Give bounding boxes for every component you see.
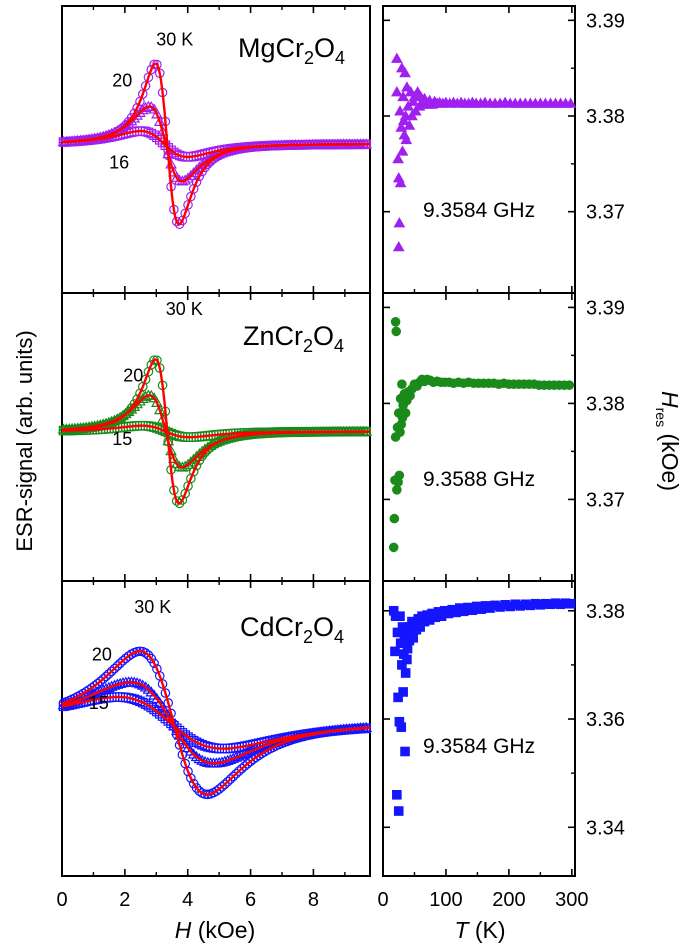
data-point xyxy=(398,147,408,155)
frequency-annotation-zn: 9.3588 GHz xyxy=(423,468,535,491)
right-x-axis-label: T (K) xyxy=(454,917,505,943)
series-label: 30 K xyxy=(166,299,203,319)
y-tick-label: 3.37 xyxy=(586,489,625,511)
data-point xyxy=(403,655,411,663)
data-point xyxy=(392,54,402,62)
data-point xyxy=(401,747,409,755)
data-point xyxy=(390,514,398,522)
data-point xyxy=(398,380,406,388)
y-tick-label: 3.38 xyxy=(586,106,625,128)
series-label: 15 xyxy=(112,429,132,449)
x-tick-label: 0 xyxy=(56,889,67,911)
data-point xyxy=(390,543,398,551)
series-label: 30 K xyxy=(156,30,193,50)
data-point xyxy=(396,428,404,436)
x-tick-label: 4 xyxy=(182,889,193,911)
series-label: 30 K xyxy=(134,597,171,617)
data-point xyxy=(392,87,402,95)
compound-label-zn: ZnCr2O4 xyxy=(243,321,344,356)
x-tick-label: 300 xyxy=(555,889,588,911)
data-point xyxy=(399,688,407,696)
frequency-annotation-cd: 9.3584 GHz xyxy=(423,735,535,758)
y-tick-label: 3.39 xyxy=(586,10,625,32)
plot-layer: 30 K 20 16 30 K 20 15 30 K 20 15 0 2 4 6 8 3.37 3.38 3.3… xyxy=(56,6,625,911)
y-tick-label: 3.36 xyxy=(586,709,625,731)
series-label: 20 xyxy=(112,71,132,91)
data-point xyxy=(391,318,399,326)
data-point xyxy=(565,381,573,389)
series-label: 16 xyxy=(109,152,129,172)
data-point xyxy=(409,634,417,642)
data-point xyxy=(395,218,405,226)
data-point xyxy=(395,471,403,479)
y-tick-label: 3.38 xyxy=(586,601,625,623)
left-x-axis-label: H (kOe) xyxy=(175,917,256,943)
compound-label-mg: MgCr2O4 xyxy=(238,33,345,68)
x-tick-label: 6 xyxy=(245,889,256,911)
x-tick-label: 8 xyxy=(308,889,319,911)
data-point xyxy=(393,791,401,799)
series-label: 20 xyxy=(92,644,112,664)
data-point xyxy=(397,723,405,731)
left-y-axis-label: ESR-signal (arb. units) xyxy=(12,330,37,551)
series-label: 15 xyxy=(89,693,109,713)
right-y-axis-label: Hres (kOe) xyxy=(653,391,680,491)
x-tick-label: 2 xyxy=(119,889,130,911)
data-point xyxy=(401,669,409,677)
frequency-annotation-mg: 9.3584 GHz xyxy=(423,199,535,222)
right-panel-mgcr2o4-frame xyxy=(383,6,575,293)
x-tick-label: 0 xyxy=(377,889,388,911)
right-panel-zncr2o4-frame xyxy=(383,293,575,581)
data-point xyxy=(392,327,400,335)
y-tick-label: 3.39 xyxy=(586,297,625,319)
data-point xyxy=(391,647,399,655)
data-point xyxy=(396,612,404,620)
compound-label-cd: CdCr2O4 xyxy=(240,612,344,647)
x-tick-label: 100 xyxy=(429,889,462,911)
data-point xyxy=(403,644,411,652)
y-tick-label: 3.37 xyxy=(586,202,625,224)
y-tick-label: 3.38 xyxy=(586,393,625,415)
data-point xyxy=(566,600,574,608)
series-label: 20 xyxy=(123,366,143,386)
x-tick-label: 200 xyxy=(492,889,525,911)
data-point xyxy=(394,242,404,250)
data-point xyxy=(395,807,403,815)
y-tick-label: 3.34 xyxy=(586,817,625,839)
data-point xyxy=(401,409,409,417)
data-point xyxy=(393,486,401,494)
